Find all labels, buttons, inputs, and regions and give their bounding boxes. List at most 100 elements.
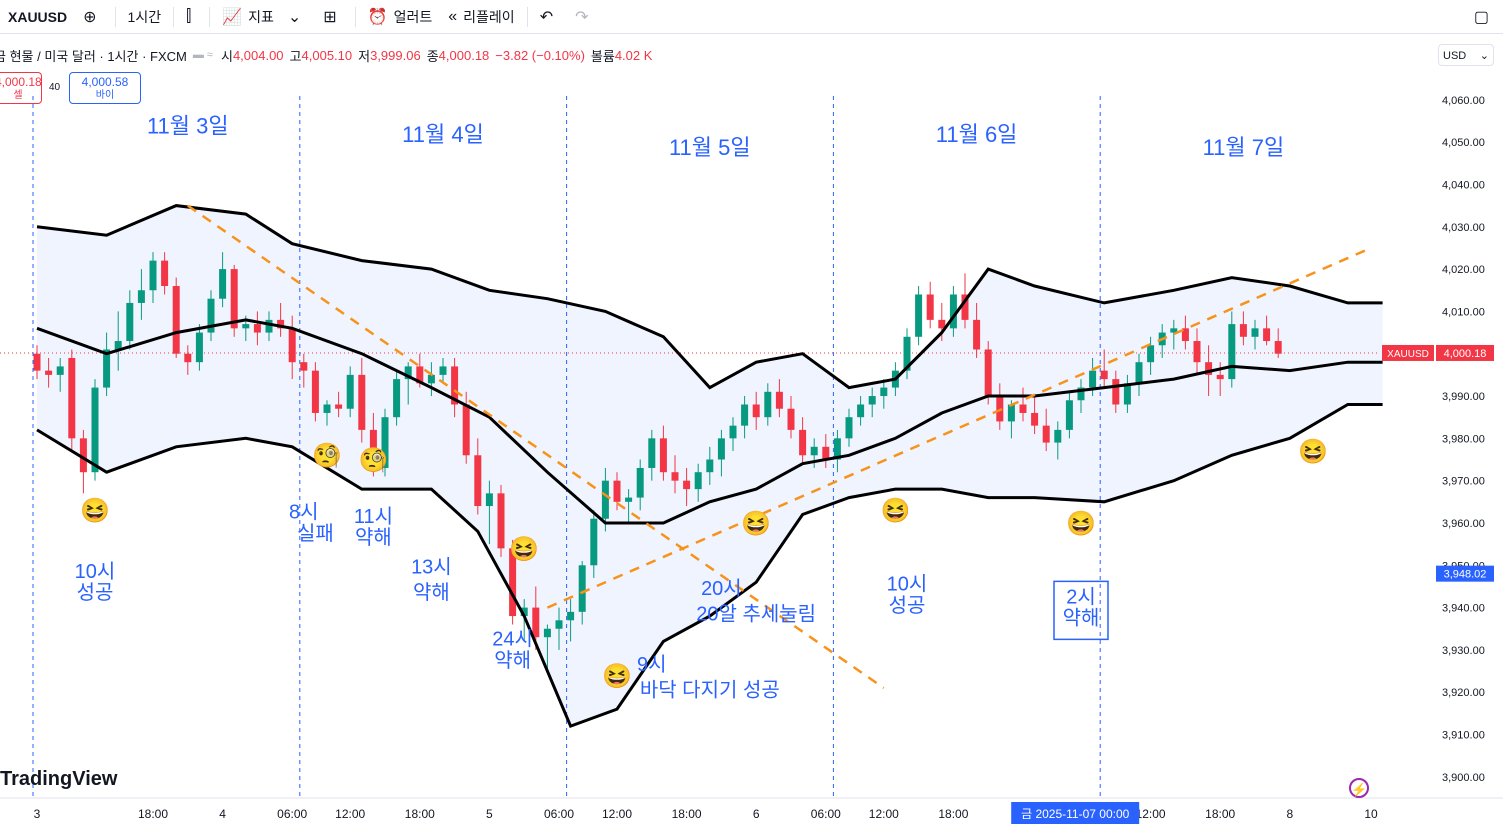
alert-label: 얼러트: [393, 8, 433, 25]
indicators-icon: 📈: [222, 8, 243, 26]
candle-body: [926, 294, 934, 320]
x-tick-label: 18:00: [1205, 807, 1235, 821]
alert-button[interactable]: ⏰ 얼러트: [360, 0, 441, 33]
y-tick-label: 3,990.00: [1442, 391, 1485, 403]
chart-type-button[interactable]: ⫿: [178, 0, 205, 33]
high-value: 4,005.10: [301, 47, 353, 63]
annotation-text: 10시: [887, 574, 928, 596]
annotation-text: 11월 6일: [936, 122, 1018, 147]
redo-button[interactable]: ↷: [567, 0, 602, 33]
candle-body: [369, 429, 377, 468]
cursor-price-label: 3,948.02: [1444, 569, 1487, 581]
candle-body: [485, 493, 493, 507]
y-tick-label: 4,000.00: [1442, 349, 1485, 361]
undo-icon: ↶: [539, 8, 554, 26]
candle-body: [91, 387, 99, 473]
fullscreen-button[interactable]: ▢: [1466, 0, 1503, 33]
y-tick-label: 4,020.00: [1442, 264, 1485, 276]
candle-body: [195, 332, 203, 363]
add-symbol-button[interactable]: ⊕: [75, 0, 110, 33]
y-tick-label: 3,960.00: [1442, 518, 1485, 530]
crosshair-time-label: 금 2025-11-07 00:00: [1021, 807, 1130, 821]
candle-body: [335, 404, 343, 409]
candle-body: [706, 459, 714, 473]
symbol-search[interactable]: XAUUSD: [0, 0, 75, 33]
close-label: 종: [426, 48, 439, 64]
divider: [354, 6, 356, 27]
candle-body: [219, 269, 227, 299]
candle-body: [1123, 383, 1131, 405]
x-tick-label: 3: [34, 807, 41, 821]
visibility-toggle-icon[interactable]: ▬ ≈: [192, 49, 213, 61]
last-price-tag: [1436, 344, 1494, 361]
layouts-button[interactable]: ⊞: [315, 0, 350, 33]
buy-price: 4,000.58: [81, 75, 129, 89]
tradingview-logo: TradingView: [0, 768, 117, 791]
bollinger-middle-line: [36, 318, 1383, 525]
bollinger-fill: [37, 205, 1383, 727]
y-tick-label: 3,930.00: [1442, 645, 1485, 657]
volume-label: 볼륨: [590, 48, 615, 64]
candle-body: [439, 366, 447, 375]
candle-body: [381, 417, 389, 468]
candle-body: [114, 341, 122, 350]
candle-body: [1089, 370, 1097, 388]
candle-body: [323, 404, 331, 413]
annotation-text: 약해: [413, 581, 450, 604]
currency-select[interactable]: USD ⌄: [1438, 44, 1494, 66]
candle-body: [126, 302, 134, 342]
interval-button[interactable]: 1시간: [120, 0, 170, 33]
indicators-button[interactable]: 📈 지표 ⌄: [214, 0, 315, 33]
candle-body: [764, 391, 772, 418]
square-icon: ▢: [1473, 8, 1489, 26]
candle-body: [1077, 387, 1085, 401]
candle-body: [694, 472, 702, 490]
redo-icon: ↷: [575, 8, 589, 26]
candle-body: [567, 611, 575, 621]
magnifier-emoji-icon: 🧐: [312, 443, 342, 470]
replay-button[interactable]: « 리플레이: [440, 0, 522, 33]
symbol-label: XAUUSD: [8, 8, 68, 25]
undo-button[interactable]: ↶: [532, 0, 567, 33]
x-tick-label: 12:00: [602, 807, 632, 821]
candle-body: [822, 446, 830, 460]
divider: [173, 6, 175, 27]
rewind-icon: «: [448, 7, 458, 25]
sell-button[interactable]: 4,000.18 셀: [0, 72, 42, 104]
annotation-text: 성공: [77, 581, 114, 604]
interval-label: 1시간: [127, 8, 162, 25]
crosshair-time-tag: [1011, 802, 1140, 824]
legend-title: 금 현물 / 미국 달러 · 1시간 · FXCM: [0, 48, 187, 64]
replay-label: 리플레이: [463, 8, 515, 25]
candle-body: [741, 404, 749, 426]
x-tick-label: 18:00: [138, 807, 168, 821]
candle-body: [393, 379, 401, 418]
x-tick-label: 10: [1364, 807, 1378, 821]
candle-body: [1158, 332, 1166, 346]
candle-body: [1263, 328, 1271, 342]
candle-body: [683, 480, 691, 490]
divider: [209, 6, 211, 27]
low-value: 3,999.06: [370, 47, 421, 63]
annotation-text: 20알 추세눌림: [696, 602, 816, 625]
candle-body: [613, 480, 621, 502]
annotation-text: 10시: [75, 561, 116, 583]
candle-body: [1216, 374, 1224, 380]
annotation-text: 11월 3일: [147, 114, 229, 139]
candle-body: [451, 366, 459, 405]
candle-body: [509, 548, 517, 617]
candle-body: [1019, 404, 1027, 413]
candle-body: [857, 404, 865, 418]
lightning-icon[interactable]: ⚡: [1349, 778, 1369, 798]
buy-label: 바이: [95, 90, 115, 101]
candle-body: [1170, 328, 1178, 333]
candle-body: [1228, 324, 1236, 380]
annotation-text: 11시: [354, 506, 393, 528]
candle-body: [1054, 429, 1062, 443]
buy-button[interactable]: 4,000.58 바이: [69, 72, 141, 104]
x-tick-label: 06:00: [544, 807, 574, 821]
candle-body: [880, 387, 888, 397]
divider: [114, 6, 116, 27]
last-symbol-tag: [1382, 344, 1434, 361]
